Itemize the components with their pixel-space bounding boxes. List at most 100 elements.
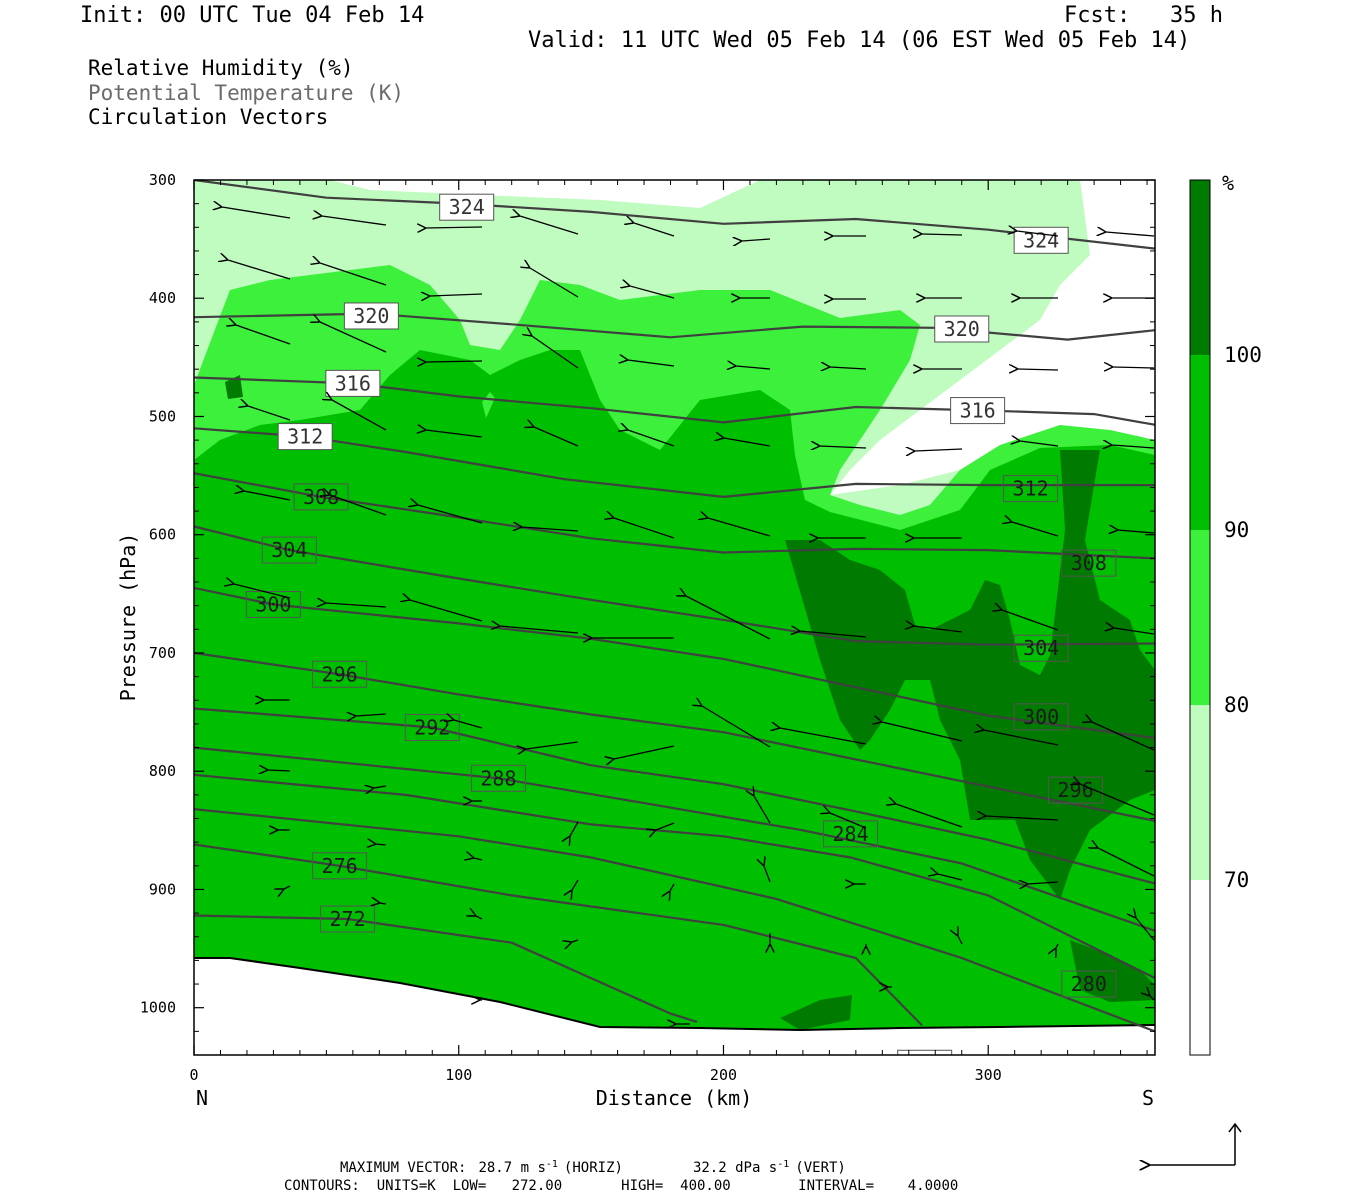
colorbar-label-70: 70 <box>1224 868 1249 892</box>
colorbar-band-80 <box>1190 530 1210 705</box>
wind-vector <box>530 268 579 298</box>
axes: 300 400 500 600 700 800 900 1000 0 100 200 300 <box>140 171 1155 1084</box>
wind-vector <box>628 430 675 447</box>
theta-contour-308 <box>194 472 1155 560</box>
wind-vector <box>244 491 291 501</box>
wind-vector <box>1150 996 1155 1001</box>
x-tick-label: 200 <box>710 1066 737 1084</box>
wind-vector <box>570 821 579 836</box>
wind-vector <box>534 427 579 447</box>
wind-vector <box>1012 522 1059 537</box>
theta-label-304: 304 <box>261 536 317 564</box>
wind-vector <box>500 626 579 634</box>
wind-vector <box>702 706 771 748</box>
theta-label-304: 304 <box>1013 634 1069 662</box>
svg-text:276: 276 <box>907 1051 943 1075</box>
circulation-vectors <box>222 207 1155 1024</box>
theta-label-324: 324 <box>439 193 495 221</box>
wind-vector <box>1080 784 1155 816</box>
wind-vector <box>410 600 483 622</box>
colorbar-band-100 <box>1190 180 1210 355</box>
wind-vector <box>426 430 483 438</box>
wind-vector <box>882 722 963 742</box>
terrain <box>194 958 1155 1055</box>
wind-vector <box>228 260 291 280</box>
wind-vector <box>376 844 387 845</box>
wind-vector <box>326 603 387 608</box>
svg-text:316: 316 <box>335 371 371 395</box>
wind-vector <box>742 239 771 241</box>
colorbar: % 100 90 80 70 <box>1189 171 1262 1056</box>
wind-vector <box>332 400 387 431</box>
wind-vector <box>754 796 771 824</box>
wind-vector <box>1118 530 1155 533</box>
wind-vector <box>356 714 387 716</box>
wind-vector <box>630 286 675 299</box>
footer-max-vector: MAXIMUM VECTOR: 28.7 m s-1 (HORIZ) 32.2 dPa… <box>340 1159 846 1176</box>
svg-text:304: 304 <box>271 538 307 562</box>
wind-vector <box>520 216 579 235</box>
rh-band-100-left <box>785 450 1155 900</box>
wind-vector <box>426 361 483 362</box>
theta-label-312: 312 <box>277 423 333 451</box>
wind-vector <box>1018 369 1059 370</box>
wind-vector <box>708 518 771 537</box>
svg-text:320: 320 <box>353 304 389 328</box>
wind-vector <box>986 816 1059 821</box>
wind-vector <box>1002 610 1059 631</box>
colorbar-label-80: 80 <box>1224 693 1249 717</box>
wind-vector <box>234 584 291 599</box>
wind-vector <box>1017 231 1059 237</box>
wind-vector <box>830 367 867 369</box>
theta-contour-300 <box>194 586 1155 740</box>
y-axis-title: Pressure (hPa) <box>116 533 140 702</box>
theta-contour-296 <box>194 651 1155 822</box>
wind-vector <box>1106 232 1155 237</box>
wind-vector <box>938 874 963 881</box>
svg-text:276: 276 <box>322 854 358 878</box>
wind-vector <box>764 866 771 883</box>
svg-text:280: 280 <box>1071 972 1107 996</box>
colorbar-band-70 <box>1190 705 1210 880</box>
svg-text:312: 312 <box>1013 477 1049 501</box>
wind-vector <box>320 263 387 286</box>
wind-vector <box>418 505 483 524</box>
theta-label-280: 280 <box>1061 970 1117 998</box>
wind-vector <box>380 903 387 904</box>
north-label: N <box>196 1086 208 1110</box>
init-time: Init: 00 UTC Tue 04 Feb 14 <box>80 3 425 28</box>
theta-label-276: 276 <box>897 1049 953 1075</box>
wind-vector <box>374 786 387 788</box>
terrain-surface-line <box>194 957 1155 1032</box>
wind-vector <box>958 936 963 945</box>
legend-potential-temperature: Potential Temperature (K) <box>88 81 405 105</box>
y-tick-label: 600 <box>149 526 176 544</box>
colorbar-band-below <box>1190 880 1210 1055</box>
rh-band-90-100 <box>194 350 1155 1032</box>
wind-vector <box>614 518 675 539</box>
y-tick-label: 400 <box>149 289 176 307</box>
wind-vector <box>474 858 483 860</box>
x-tick-label: 300 <box>975 1066 1002 1084</box>
colorbar-label-90: 90 <box>1224 518 1249 542</box>
theta-label-324: 324 <box>1013 226 1069 254</box>
wind-vector <box>1113 367 1155 368</box>
wind-vector <box>532 336 579 369</box>
wind-vector <box>1020 441 1059 447</box>
theta-label-312: 312 <box>1003 475 1059 503</box>
wind-vector <box>1056 943 1059 948</box>
y-tick-label: 900 <box>149 880 176 898</box>
svg-text:316: 316 <box>960 399 996 423</box>
rh-band-100-small <box>225 375 243 399</box>
theta-label-320: 320 <box>934 315 990 343</box>
theta-label-272: 272 <box>320 905 376 933</box>
svg-text:296: 296 <box>322 662 358 686</box>
wind-vector <box>896 804 963 828</box>
wind-vector <box>1028 882 1059 884</box>
svg-text:320: 320 <box>944 317 980 341</box>
plot-frame <box>193 179 1156 1056</box>
svg-text:324: 324 <box>449 195 485 219</box>
theta-contour-280 <box>194 808 1155 1033</box>
wind-vector <box>984 730 1059 746</box>
